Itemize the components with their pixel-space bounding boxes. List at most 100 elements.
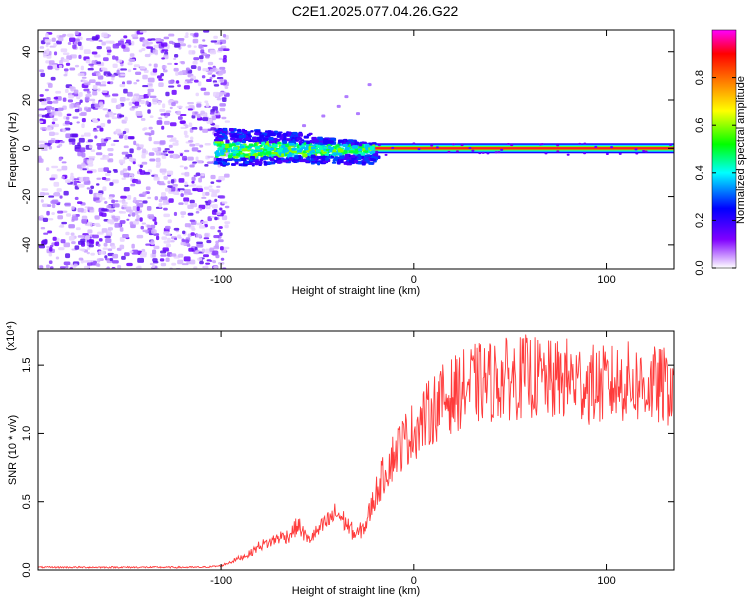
heatmap-cell — [322, 155, 327, 159]
heatmap-cell — [185, 32, 189, 36]
heatmap-cell — [95, 200, 101, 203]
heatmap-cell — [205, 206, 211, 210]
heatmap-cell — [236, 129, 242, 132]
heatmap-cell — [40, 72, 46, 77]
heatmap-cell — [92, 119, 99, 124]
heatmap-cell — [49, 113, 53, 117]
heatmap-cell — [72, 44, 77, 49]
heatmap-cell — [219, 103, 226, 107]
heatmap-cell — [147, 109, 151, 114]
heatmap-cell — [195, 156, 199, 162]
heatmap-cell — [222, 161, 227, 166]
heatmap-cell — [120, 170, 125, 176]
heatmap-cell — [159, 140, 166, 145]
heatmap-cell — [169, 122, 177, 127]
heatmap-cell — [193, 174, 198, 177]
heatmap-cell — [331, 161, 337, 164]
snr-series-line — [38, 334, 674, 569]
spectrogram-axes: -100 0 100 -40 -20 0 20 40 — [21, 30, 674, 286]
heatmap-cell — [199, 126, 203, 131]
heatmap-cell — [180, 126, 187, 129]
heatmap-cell — [243, 131, 248, 134]
heatmap-cell — [65, 265, 69, 269]
heatmap-cell — [174, 237, 178, 241]
heatmap-cell — [185, 124, 189, 129]
heatmap-cell — [97, 231, 104, 235]
heatmap-cell — [214, 216, 218, 221]
heatmap-cell — [46, 210, 50, 216]
heatmap-cell — [209, 76, 213, 80]
heatmap-cell — [102, 108, 108, 111]
heatmap-cell — [181, 238, 185, 243]
heatmap-cell — [161, 49, 169, 52]
heatmap-cell — [86, 260, 94, 263]
heatmap-cell — [129, 250, 134, 254]
heatmap-cell — [265, 151, 272, 155]
heatmap-cell — [171, 262, 177, 266]
heatmap-cell — [98, 101, 104, 106]
heatmap-cell — [173, 67, 179, 72]
heatmap-cell — [59, 60, 64, 65]
heatmap-cell — [358, 142, 363, 147]
heatmap-cell — [365, 143, 370, 148]
heatmap-cell — [58, 225, 65, 228]
heatmap-cell — [196, 160, 203, 164]
heatmap-cell — [69, 67, 76, 71]
heatmap-cell — [218, 226, 223, 229]
heatmap-cell — [62, 97, 67, 102]
spectrogram-x-axis-label: Height of straight line (km) — [292, 285, 420, 297]
heatmap-cell — [41, 114, 49, 118]
heatmap-cell — [135, 180, 142, 185]
heatmap-cell — [471, 149, 475, 152]
heatmap-cell — [101, 32, 108, 38]
heatmap-cell — [140, 99, 145, 105]
heatmap-cell — [205, 102, 210, 108]
heatmap-cell — [194, 250, 200, 253]
heatmap-cell — [163, 207, 168, 211]
heatmap-cell — [44, 38, 52, 43]
heatmap-cell — [81, 249, 86, 252]
heatmap-cell — [267, 130, 272, 134]
heatmap-cell — [172, 153, 179, 159]
heatmap-cell — [451, 143, 455, 146]
heatmap-cell — [263, 156, 269, 160]
heatmap-cell — [121, 81, 126, 85]
heatmap-cell — [109, 257, 114, 262]
heatmap-cell — [180, 211, 187, 215]
heatmap-cell — [148, 126, 153, 130]
heatmap-cell — [132, 36, 139, 40]
heatmap-cell — [183, 130, 188, 136]
heatmap-cell — [103, 138, 109, 142]
heatmap-cell — [223, 159, 228, 162]
heatmap-cell — [132, 67, 137, 71]
heatmap-cell — [332, 152, 337, 156]
heatmap-cell — [150, 38, 156, 41]
heatmap-cell — [70, 232, 75, 236]
heatmap-cell — [203, 30, 210, 33]
heatmap-cell — [169, 106, 173, 110]
heatmap-cell — [156, 162, 162, 167]
heatmap-cell — [56, 168, 62, 172]
heatmap-cell — [138, 95, 145, 99]
heatmap-cell — [164, 225, 171, 230]
heatmap-cell — [358, 156, 362, 161]
heatmap-cell — [186, 244, 191, 247]
heatmap-cell — [98, 238, 103, 242]
heatmap-cell — [189, 164, 195, 168]
heatmap-cell — [46, 109, 51, 113]
heatmap-cell — [119, 244, 125, 250]
heatmap-cell — [77, 201, 83, 205]
heatmap-cell — [187, 108, 193, 111]
heatmap-cell — [63, 261, 71, 266]
heatmap-cell — [214, 198, 218, 203]
heatmap-cell — [160, 254, 167, 257]
heatmap-cell — [87, 68, 94, 71]
heatmap-cell — [269, 158, 275, 162]
heatmap-cell — [148, 136, 152, 142]
heatmap-cell — [353, 148, 359, 152]
heatmap-cell — [153, 245, 160, 250]
heatmap-cell — [264, 130, 268, 133]
heatmap-cell — [195, 92, 199, 97]
heatmap-cell — [232, 150, 237, 154]
heatmap-cell — [235, 152, 241, 157]
